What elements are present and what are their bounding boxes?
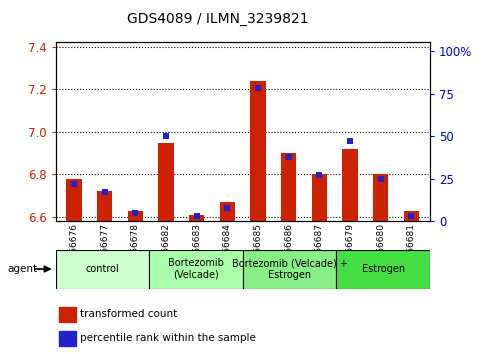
Point [70,181,78,187]
Bar [312,175,327,221]
Bar [97,192,113,221]
Text: Bortezomib
(Velcade): Bortezomib (Velcade) [168,258,224,280]
Bar [158,143,174,221]
Text: Estrogen: Estrogen [361,264,405,274]
Bar [242,250,336,289]
Point [315,172,323,178]
Bar [59,331,76,346]
Point [408,213,415,219]
Text: control: control [85,264,119,274]
Point [346,138,354,144]
Point [101,189,109,195]
Bar [128,211,143,221]
Bar [336,250,430,289]
Bar [59,307,76,322]
Text: percentile rank within the sample: percentile rank within the sample [80,333,256,343]
Point [162,133,170,139]
Point [131,210,139,216]
Bar [342,149,358,221]
Point [193,213,200,219]
Bar [373,175,388,221]
Point [254,86,262,91]
Text: transformed count: transformed count [80,309,177,319]
Bar [56,250,149,289]
Text: GDS4089 / ILMN_3239821: GDS4089 / ILMN_3239821 [127,12,308,27]
Text: Bortezomib (Velcade) +
Estrogen: Bortezomib (Velcade) + Estrogen [231,258,347,280]
Bar [220,202,235,221]
Bar [404,211,419,221]
Text: agent: agent [7,264,37,274]
Point [224,205,231,211]
Bar [189,215,204,221]
Bar [66,179,82,221]
Point [377,176,384,182]
Bar [149,250,242,289]
Bar [250,81,266,221]
Bar [281,153,297,221]
Point [285,154,293,159]
